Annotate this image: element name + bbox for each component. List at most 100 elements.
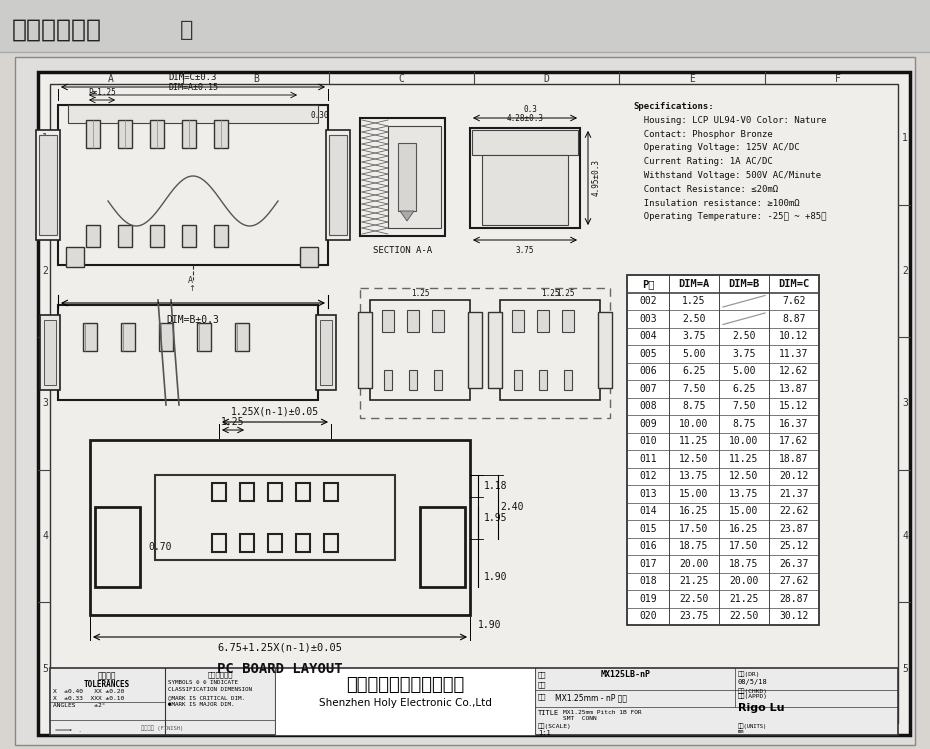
Text: 5: 5: [42, 664, 48, 673]
Text: 5.00: 5.00: [732, 366, 756, 376]
Text: X  ±0.33  XXX ±0.10: X ±0.33 XXX ±0.10: [53, 696, 125, 701]
Bar: [627, 275, 819, 625]
Text: B: B: [253, 725, 259, 735]
Text: 08/5/18: 08/5/18: [737, 679, 767, 685]
Bar: [539, 370, 547, 390]
Bar: [159, 323, 173, 351]
Bar: [39, 135, 57, 235]
Text: Operating Temperature: -25℃ ~ +85℃: Operating Temperature: -25℃ ~ +85℃: [633, 213, 827, 222]
Text: B: B: [253, 74, 259, 84]
Text: Rigo Lu: Rigo Lu: [737, 703, 784, 713]
Bar: [235, 323, 249, 351]
Text: 21.37: 21.37: [779, 489, 809, 499]
Bar: [118, 225, 132, 247]
Text: 17.62: 17.62: [779, 436, 809, 446]
Text: 10.00: 10.00: [679, 419, 709, 428]
Text: Operating Voltage: 125V AC/DC: Operating Voltage: 125V AC/DC: [633, 143, 800, 152]
Text: 1.25: 1.25: [683, 297, 706, 306]
Text: 23.87: 23.87: [779, 524, 809, 534]
Text: E: E: [689, 74, 695, 84]
Bar: [470, 128, 580, 228]
Text: DIM=A±0.15: DIM=A±0.15: [168, 83, 218, 92]
Bar: [514, 370, 522, 390]
Text: 005: 005: [639, 349, 657, 359]
Text: 11.37: 11.37: [779, 349, 809, 359]
Text: 表面处理 (FINISH): 表面处理 (FINISH): [141, 725, 183, 731]
Bar: [537, 310, 549, 332]
Text: ●MARK IS MAJOR DIM.: ●MARK IS MAJOR DIM.: [168, 702, 234, 707]
Text: 15.00: 15.00: [679, 489, 709, 499]
Text: 006: 006: [639, 366, 657, 376]
Bar: [296, 483, 310, 501]
Bar: [86, 120, 100, 148]
Text: 7.50: 7.50: [732, 401, 756, 411]
Text: 6.75+1.25X(n-1)±0.05: 6.75+1.25X(n-1)±0.05: [218, 643, 342, 653]
Bar: [197, 323, 211, 351]
Bar: [240, 483, 254, 501]
Text: 1:1: 1:1: [538, 730, 551, 736]
Text: Shenzhen Holy Electronic Co.,Ltd: Shenzhen Holy Electronic Co.,Ltd: [319, 698, 491, 708]
Text: 1: 1: [902, 133, 908, 143]
Text: 2.50: 2.50: [732, 331, 756, 342]
Text: 0.30: 0.30: [310, 111, 328, 120]
Text: 单板(CHKD): 单板(CHKD): [737, 688, 767, 694]
Text: 1.18: 1.18: [484, 481, 508, 491]
Text: 27.62: 27.62: [779, 576, 809, 586]
Bar: [121, 323, 135, 351]
Text: 20.00: 20.00: [679, 559, 709, 568]
Text: 015: 015: [639, 524, 657, 534]
Bar: [68, 105, 318, 123]
Text: 12.50: 12.50: [729, 471, 759, 482]
Text: 004: 004: [639, 331, 657, 342]
Bar: [324, 483, 338, 501]
Text: C: C: [398, 725, 405, 735]
Bar: [324, 534, 338, 552]
Text: 012: 012: [639, 471, 657, 482]
Bar: [420, 507, 465, 587]
Bar: [182, 120, 196, 148]
Bar: [214, 120, 228, 148]
Bar: [214, 225, 228, 247]
Bar: [409, 370, 417, 390]
Text: 21.25: 21.25: [729, 594, 759, 604]
Bar: [384, 370, 392, 390]
Text: 检验尺寸标示: 检验尺寸标示: [207, 671, 232, 678]
Bar: [86, 225, 100, 247]
Text: 22.62: 22.62: [779, 506, 809, 516]
Text: 22.50: 22.50: [679, 594, 709, 604]
Text: 20.00: 20.00: [729, 576, 759, 586]
Text: SECTION A-A: SECTION A-A: [373, 246, 432, 255]
Text: 4.28±0.3: 4.28±0.3: [507, 114, 543, 123]
Bar: [150, 225, 164, 247]
Text: 11.25: 11.25: [729, 454, 759, 464]
Text: 28.87: 28.87: [779, 594, 809, 604]
Text: 1.90: 1.90: [478, 620, 501, 630]
Text: 010: 010: [639, 436, 657, 446]
Text: 26.37: 26.37: [779, 559, 809, 568]
Text: 6.25: 6.25: [683, 366, 706, 376]
Text: 8.75: 8.75: [732, 419, 756, 428]
Text: 18.87: 18.87: [779, 454, 809, 464]
Text: 7.50: 7.50: [683, 383, 706, 394]
Bar: [360, 288, 610, 418]
Bar: [212, 483, 226, 501]
Text: 4: 4: [42, 531, 48, 541]
Text: 17.50: 17.50: [679, 524, 709, 534]
Text: Current Rating: 1A AC/DC: Current Rating: 1A AC/DC: [633, 157, 773, 166]
Text: D: D: [544, 74, 550, 84]
Text: A: A: [108, 725, 113, 735]
Text: 品名: 品名: [538, 693, 547, 700]
Bar: [83, 323, 97, 351]
Bar: [388, 126, 441, 228]
Text: 011: 011: [639, 454, 657, 464]
Text: 016: 016: [639, 542, 657, 551]
Text: 15.12: 15.12: [779, 401, 809, 411]
Text: Insulation resistance: ≥100mΩ: Insulation resistance: ≥100mΩ: [633, 198, 800, 207]
Text: ○MARK IS CRITICAL DIM.: ○MARK IS CRITICAL DIM.: [168, 695, 245, 700]
Text: 13.87: 13.87: [779, 383, 809, 394]
Bar: [240, 534, 254, 552]
Text: 制图(DR): 制图(DR): [737, 671, 760, 676]
Text: 22.50: 22.50: [729, 611, 759, 621]
Text: 15.00: 15.00: [729, 506, 759, 516]
Text: 5: 5: [902, 664, 908, 673]
